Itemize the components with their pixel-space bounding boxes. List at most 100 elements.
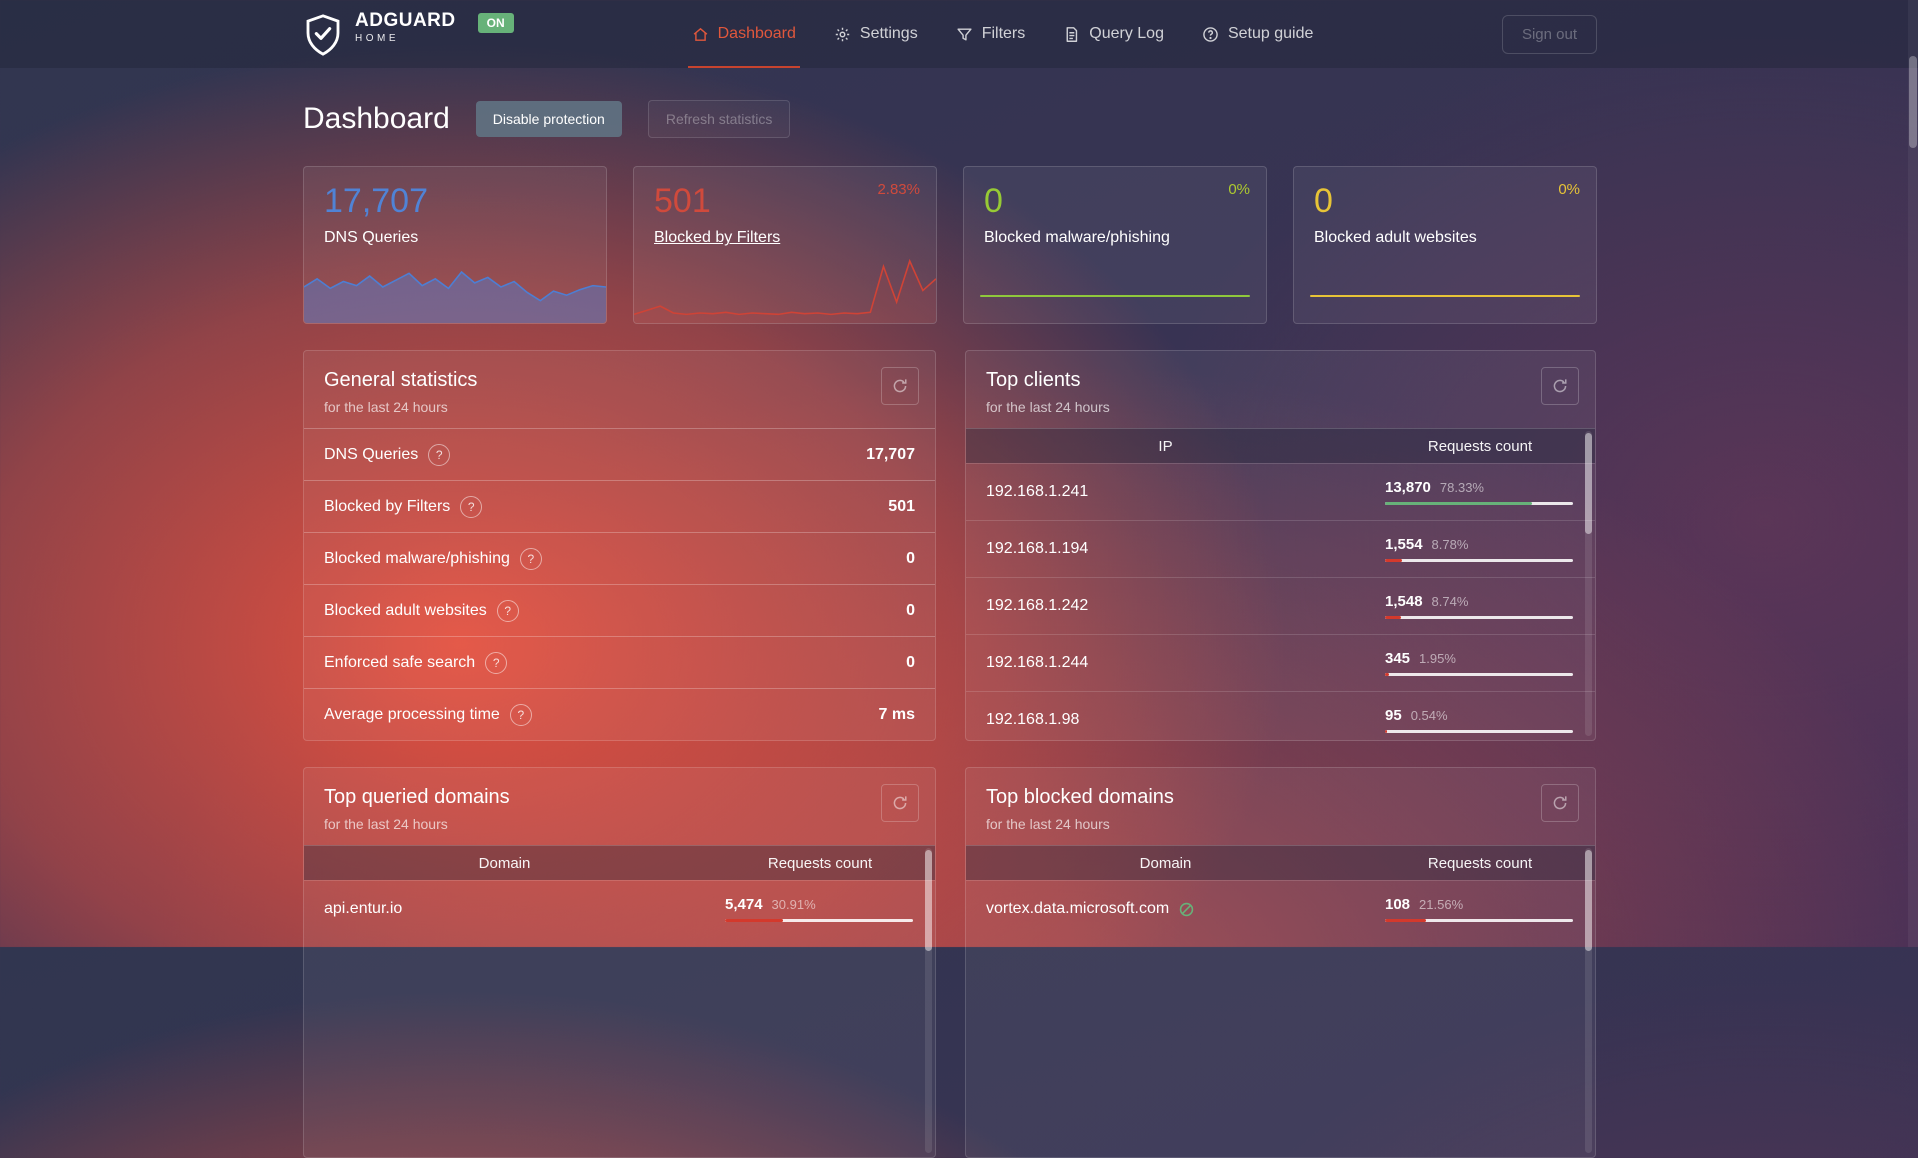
request-percent: 8.74% [1431,594,1469,609]
client-ip: 192.168.1.242 [986,597,1089,614]
blocked-adult-trend-line [1310,295,1580,297]
request-bar [1385,559,1573,562]
top-clients-title: Top clients [986,369,1081,391]
request-count: 108 [1385,896,1411,913]
dns-queries-sparkline [304,251,606,323]
table-row: 192.168.1.241 13,870 78.33% [966,463,1595,520]
refresh-top-queried-button[interactable] [881,784,919,822]
stat-row-blocked-malware: Blocked malware/phishing? 0 [304,532,935,584]
blocked-malware-label: Blocked malware/phishing [984,229,1170,247]
blocked-malware-card: 0 Blocked malware/phishing 0% [963,166,1267,324]
top-queried-title: Top queried domains [324,786,510,808]
disable-protection-button[interactable]: Disable protection [475,101,622,137]
top-blocked-domains-card: Top blocked domains for the last 24 hour… [965,767,1596,1158]
request-bar [1385,730,1573,733]
request-percent: 21.56% [1419,897,1464,912]
queried-domain: api.entur.io [324,900,403,917]
blocked-malware-trend-line [980,295,1250,297]
request-count: 95 [1385,707,1402,724]
nav-filters[interactable]: Filters [956,0,1025,68]
nav-dashboard[interactable]: Dashboard [687,0,801,68]
refresh-icon [893,379,907,393]
blocked-filters-percent: 2.83% [877,181,920,198]
stat-row-value: 501 [888,497,915,515]
client-ip: 192.168.1.241 [986,483,1089,500]
top-clients-subtitle: for the last 24 hours [986,399,1110,415]
stat-row-value: 7 ms [878,705,915,723]
main-nav: Dashboard Settings Filters Query Log Set… [687,0,1313,68]
stat-row-blocked-adult: Blocked adult websites? 0 [304,584,935,636]
top-blocked-subtitle: for the last 24 hours [986,816,1110,832]
stat-row-value: 0 [906,549,915,567]
client-ip: 192.168.1.244 [986,654,1089,671]
blocked-filters-sparkline [634,251,936,323]
sign-out-button[interactable]: Sign out [1501,14,1597,54]
request-bar [1385,502,1573,505]
column-ip: IP [1158,437,1173,455]
help-icon[interactable]: ? [428,443,451,466]
nav-setup-guide[interactable]: Setup guide [1202,0,1313,68]
top-blocked-table-header: Domain Requests count [966,845,1595,880]
home-icon [693,27,707,41]
page-scrollbar-thumb[interactable] [1909,56,1917,148]
general-statistics-subtitle: for the last 24 hours [324,399,448,415]
document-icon [1066,26,1078,42]
nav-label: Settings [859,25,918,42]
request-percent: 8.78% [1431,537,1469,552]
column-requests-count: Requests count [1427,437,1533,455]
general-statistics-title: General statistics [324,369,478,391]
stat-row-value: 17,707 [866,445,915,463]
top-clients-card: Top clients for the last 24 hours IP Req… [965,350,1596,741]
blocked-filters-link[interactable]: Blocked by Filters [654,229,781,247]
nav-label: Dashboard [717,25,796,42]
scrollbar-thumb[interactable] [925,850,932,951]
top-clients-table-header: IP Requests count [966,428,1595,463]
request-count: 1,548 [1385,593,1423,610]
client-ip: 192.168.1.98 [986,711,1080,728]
protection-status-badge: ON [477,13,514,33]
column-domain: Domain [1139,854,1192,872]
help-icon[interactable]: ? [519,547,542,570]
refresh-top-blocked-button[interactable] [1541,784,1579,822]
refresh-general-statistics-button[interactable] [881,367,919,405]
stat-row-label: Blocked malware/phishing [324,549,510,567]
help-icon[interactable]: ? [496,599,519,622]
scrollbar-thumb[interactable] [1585,850,1592,951]
blocked-malware-value: 0 [984,182,1003,220]
blocked-malware-percent: 0% [1228,181,1250,198]
general-statistics-card: General statistics for the last 24 hours… [303,350,936,741]
nav-query-log[interactable]: Query Log [1063,0,1164,68]
blocked-adult-card: 0 Blocked adult websites 0% [1293,166,1597,324]
nav-settings[interactable]: Settings [834,0,918,68]
client-ip: 192.168.1.194 [986,540,1089,557]
help-icon[interactable]: ? [509,703,532,726]
dns-queries-value: 17,707 [324,182,428,220]
stat-row-label: Average processing time [324,705,500,723]
refresh-statistics-button[interactable]: Refresh statistics [647,100,791,138]
nav-label: Query Log [1089,25,1164,42]
help-icon[interactable]: ? [460,495,483,518]
page-scrollbar[interactable] [1908,0,1918,947]
scrollbar-thumb[interactable] [1585,433,1592,534]
dashboard-content: Dashboard Disable protection Refresh sta… [303,68,1597,1158]
request-bar [1385,616,1573,619]
blocked-by-filters-card: 501 Blocked by Filters 2.83% [633,166,937,324]
request-percent: 1.95% [1419,651,1456,666]
request-count: 345 [1385,650,1411,667]
general-statistics-rows: DNS Queries? 17,707 Blocked by Filters? … [304,428,935,740]
table-row: 192.168.1.194 1,554 8.78% [966,520,1595,577]
nav-label: Setup guide [1227,25,1314,42]
brand-sub: HOME [355,33,399,44]
stat-row-label: Blocked adult websites [324,601,487,619]
table-scrollbar[interactable] [1585,848,1592,1153]
help-icon[interactable]: ? [485,651,508,674]
stat-row-value: 0 [906,653,915,671]
refresh-top-clients-button[interactable] [1541,367,1579,405]
refresh-icon [893,796,907,810]
blocked-status-icon [1179,902,1194,916]
request-bar [725,919,913,922]
blocked-filters-value: 501 [654,182,711,220]
table-scrollbar[interactable] [925,848,932,1153]
table-row: 192.168.1.244 345 1.95% [966,634,1595,691]
table-scrollbar[interactable] [1585,431,1592,736]
